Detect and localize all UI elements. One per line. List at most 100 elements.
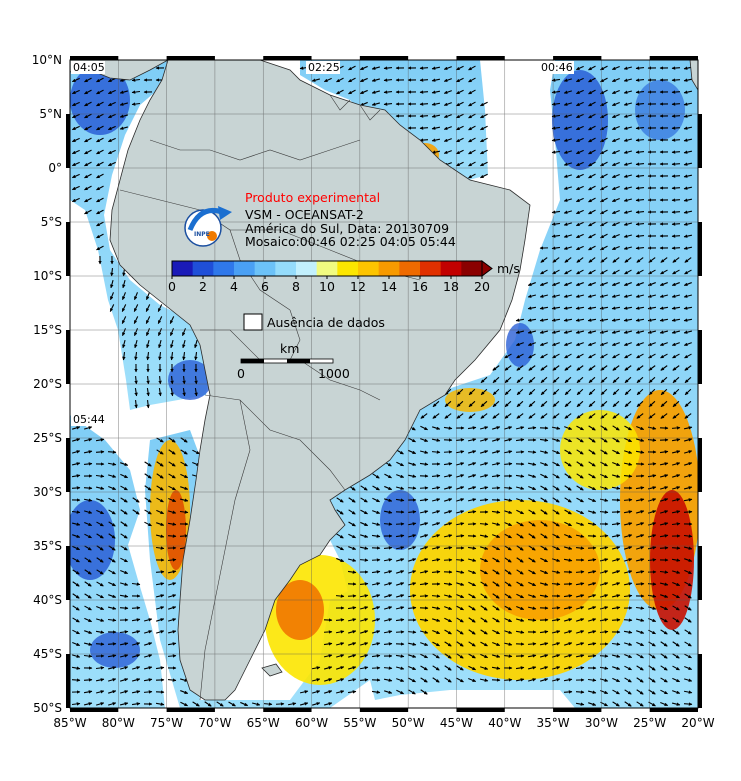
wind-vector [372,497,380,503]
wind-vector [468,65,476,71]
wind-vector [96,101,104,107]
wind-vector [683,186,693,190]
wind-vector [371,102,381,106]
wind-vector [672,353,680,359]
wind-vector [360,509,368,515]
wind-vector [683,294,693,298]
wind-vector [336,509,344,515]
wind-vector [552,485,560,491]
wind-vector [600,173,608,179]
wind-vector [623,150,633,154]
wind-vector [527,306,537,310]
wind-vector [528,533,536,539]
wind-vector [71,125,80,131]
colorbar-swatch [172,261,194,276]
wind-vector [71,113,80,119]
wind-vector [467,510,477,514]
wind-vector [146,375,150,385]
frame-bar [66,114,70,168]
wind-vector [611,209,620,215]
wind-vector [647,306,657,310]
wind-vector [395,630,405,634]
wind-vector [480,125,488,131]
wind-vector [492,400,500,408]
wind-vector [480,101,488,107]
colorbar-swatch [275,261,297,276]
wind-vector [431,474,441,478]
wind-vector [71,149,80,155]
wind-vector [504,388,512,396]
wind-vector [156,449,164,455]
wind-vector [623,174,633,178]
wind-vector [121,316,127,324]
wind-vector [96,197,104,203]
wind-vector [515,438,525,442]
wind-vector [575,690,585,694]
wind-vector [635,126,645,130]
wind-vector [431,102,441,106]
frame-bar [649,56,698,60]
wind-vector [516,388,524,396]
wind-vector [71,89,80,95]
wind-vector [576,125,584,131]
wind-vector [684,450,693,454]
wind-vector [576,209,584,215]
wind-vector [600,161,608,167]
wind-vector [443,486,453,490]
wind-vector [647,486,657,490]
wind-vector [551,246,561,250]
frame-bar [456,56,505,60]
wind-vector [419,102,429,106]
wind-vector [588,77,596,83]
colorbar-swatch [440,261,462,276]
wind-vector [563,342,572,346]
wind-vector [683,174,693,178]
wind-vector [576,473,584,479]
wind-vector [96,233,104,239]
wind-vector [635,186,645,190]
wind-vector [624,269,632,275]
wind-vector [419,138,429,142]
wind-vector [635,306,645,310]
wind-vector [551,222,561,226]
wind-vector [575,330,585,334]
wind-vector [456,413,464,419]
wind-vector [480,546,489,550]
lon-tick-label: 25°W [633,716,666,730]
wind-vector [383,510,393,514]
wind-vector [635,138,645,142]
wind-vector [576,149,584,155]
colorbar-tick-label: 18 [443,279,459,294]
wind-vector [563,198,572,202]
wind-vector [600,149,608,155]
wind-vector [563,150,572,154]
colorbar-swatch [399,261,421,276]
wind-vector [611,221,620,227]
wind-vector [635,438,645,442]
wind-vector [540,388,548,396]
wind-vector [443,522,453,526]
wind-vector [122,279,126,289]
wind-vector [120,521,128,527]
wind-vector [671,318,681,322]
wind-vector [420,546,429,550]
wind-vector [444,510,453,514]
wind-vector [420,425,428,431]
wind-vector [611,125,620,131]
wind-vector [192,449,200,455]
wind-vector [623,210,633,214]
wind-vector [419,126,429,130]
wind-vector [455,462,465,466]
wind-vector [588,113,596,119]
wind-vector [431,66,441,70]
wind-vector [157,304,163,312]
wind-vector [528,365,536,371]
wind-vector [96,77,104,83]
wind-vector [576,509,584,515]
wind-vector [145,304,151,312]
wind-vector [624,257,632,263]
wind-vector [516,353,524,359]
wind-vector [72,545,80,551]
wind-vector [647,330,657,334]
wind-vector [120,462,129,466]
